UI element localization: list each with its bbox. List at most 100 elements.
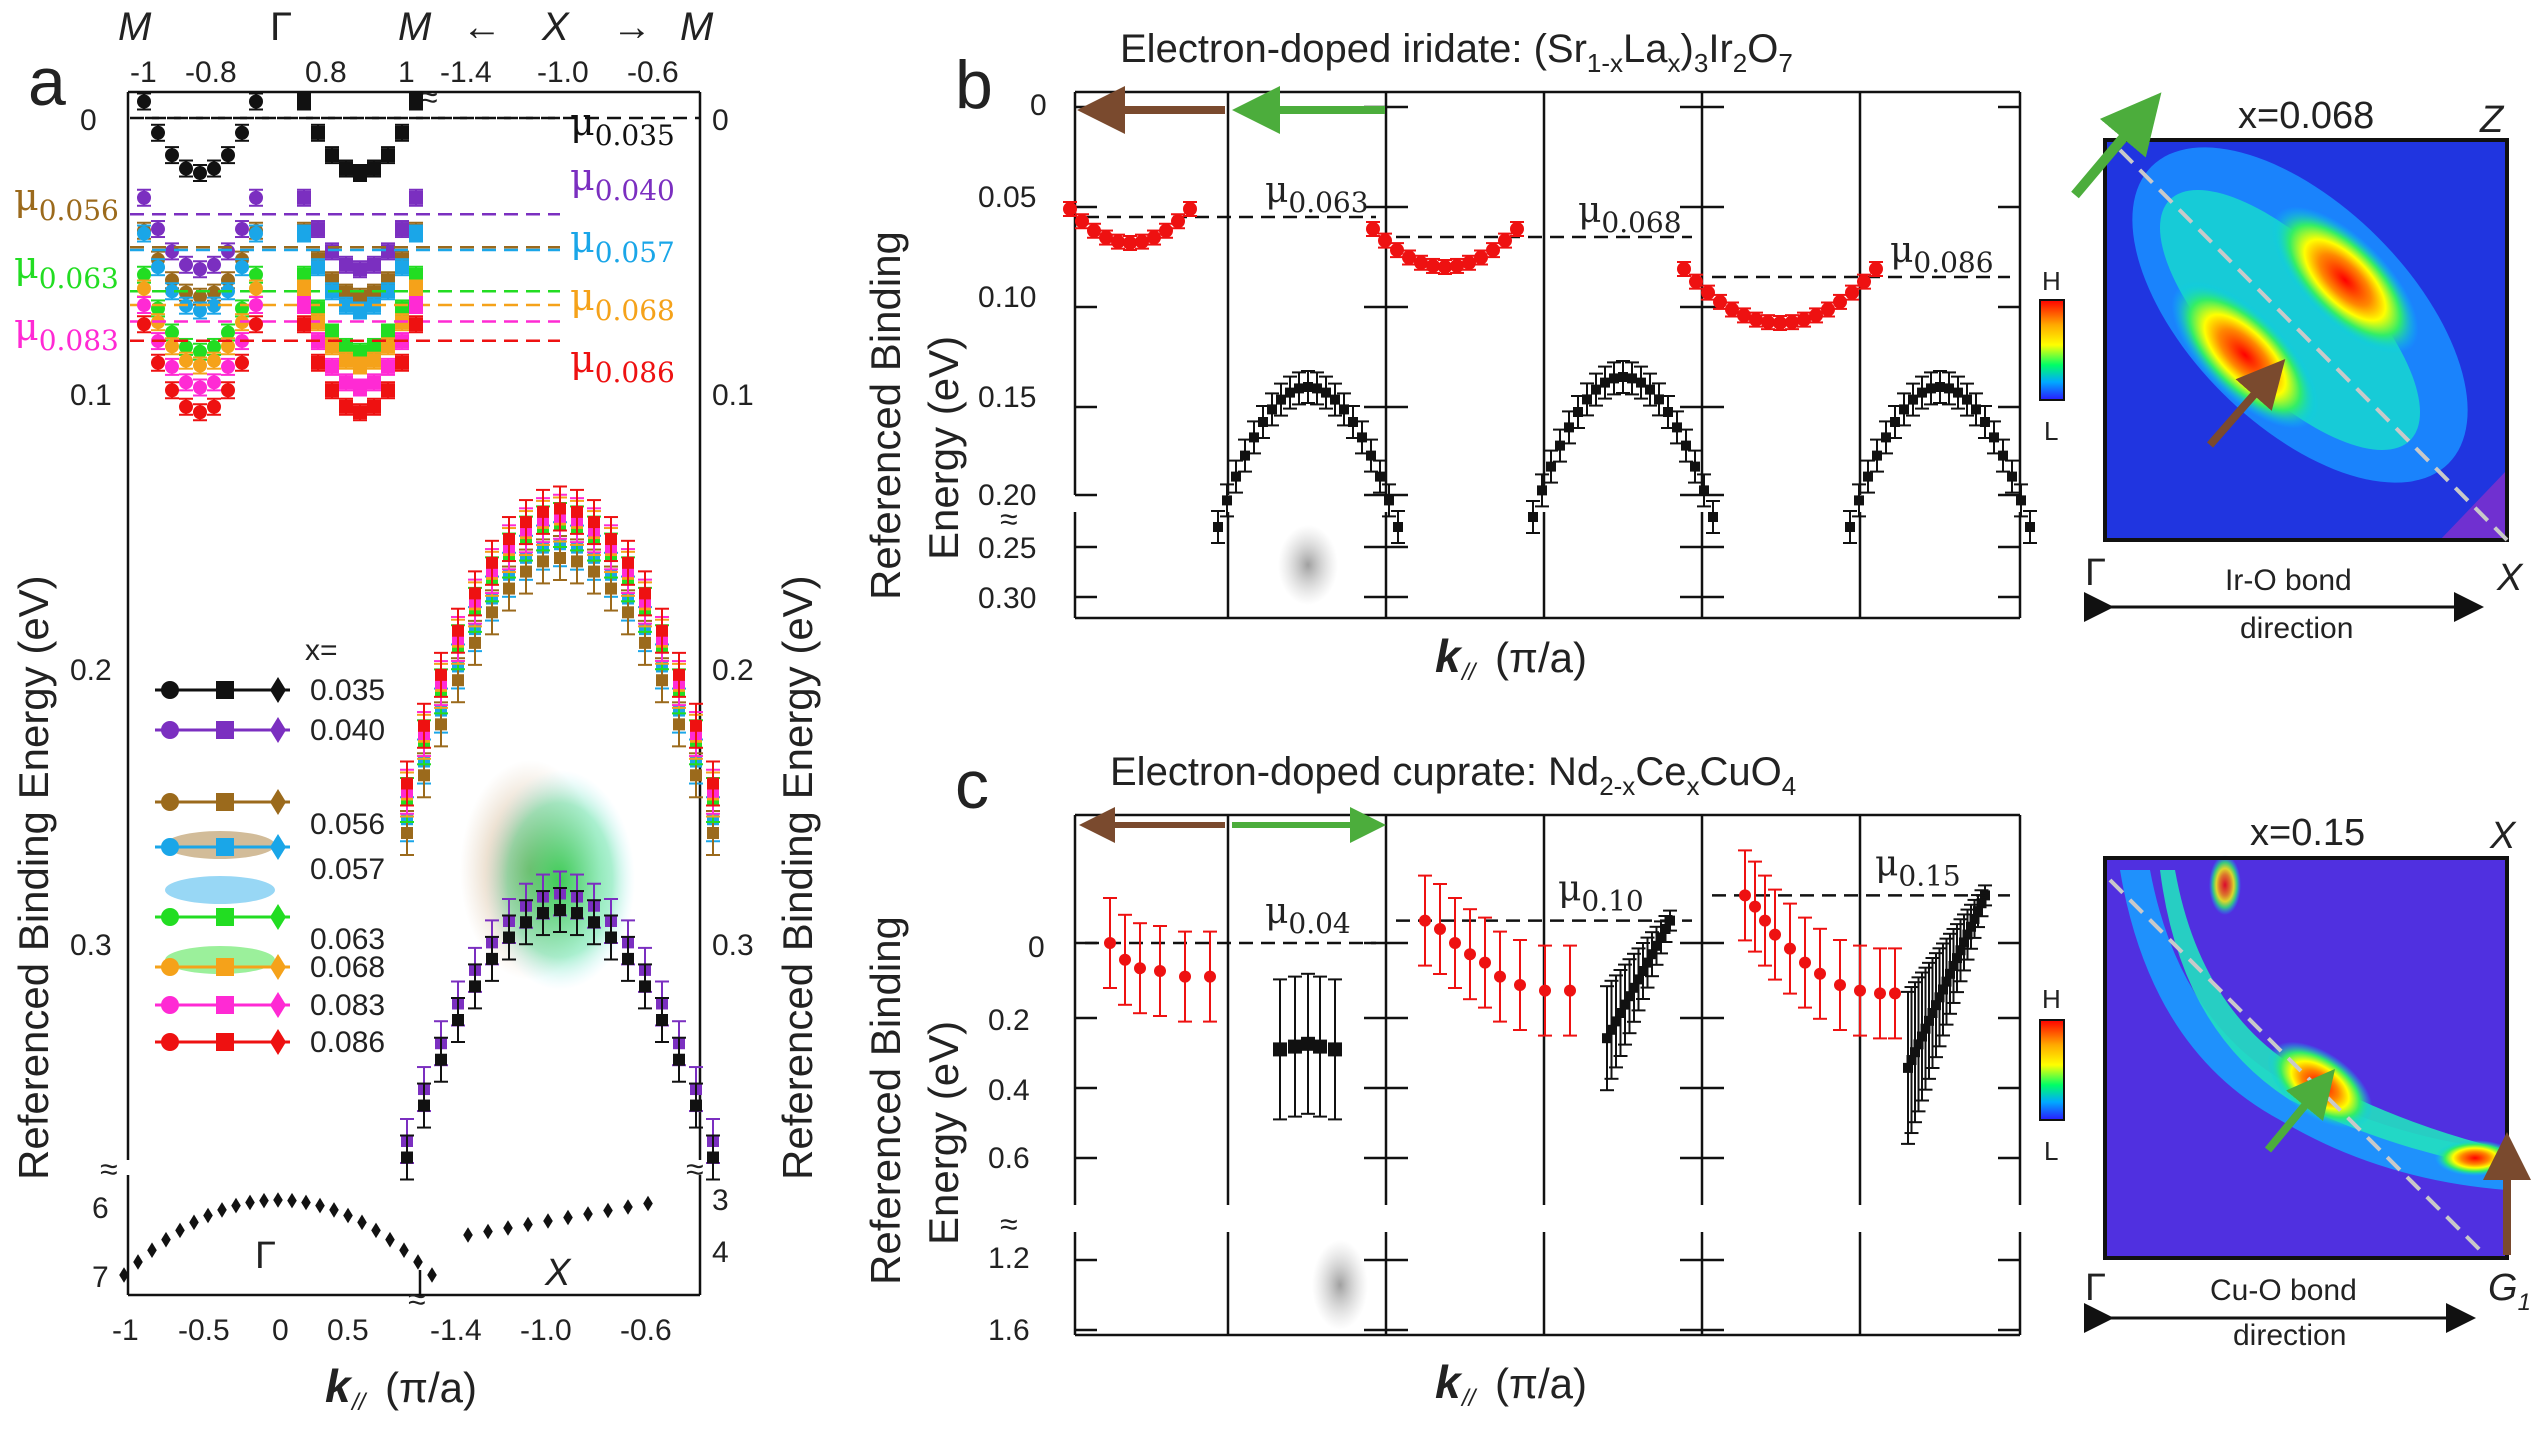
- data-point: [193, 405, 207, 420]
- data-point: [249, 267, 263, 282]
- data-point: [656, 624, 668, 637]
- data-point: [1464, 948, 1476, 961]
- data-point: [353, 358, 367, 373]
- data-point: [339, 285, 353, 300]
- data-point: [151, 222, 165, 237]
- data-point: [231, 1197, 241, 1214]
- data-point: [297, 281, 311, 296]
- data-point: [1123, 236, 1137, 250]
- data-point: [1434, 923, 1446, 935]
- data-point: [119, 1267, 129, 1283]
- data-point: [409, 281, 423, 296]
- data-point: [1966, 921, 1976, 932]
- data-point: [1339, 404, 1349, 415]
- data-point: [151, 125, 165, 140]
- data-point: [367, 285, 381, 300]
- data-point: [1814, 967, 1826, 980]
- data-point: [418, 1099, 430, 1112]
- data-point: [1402, 250, 1416, 265]
- data-point: [270, 834, 286, 860]
- data-point: [409, 267, 423, 282]
- y-tick-left: 0.1: [70, 379, 112, 412]
- data-point: [1591, 384, 1601, 395]
- data-point: [1962, 929, 1973, 940]
- data-point: [1989, 432, 1999, 443]
- data-point: [1099, 230, 1113, 245]
- y-tick-left-bottom: 6: [92, 1192, 109, 1225]
- data-point: [249, 190, 263, 205]
- data-point: [179, 161, 193, 176]
- top-label-x: X: [541, 5, 570, 49]
- data-point: [1681, 440, 1691, 451]
- data-point: [1872, 450, 1882, 461]
- data-point: [537, 555, 549, 568]
- c-ytick: 1.6: [988, 1314, 1030, 1347]
- data-point: [353, 289, 367, 304]
- data-point: [673, 1053, 685, 1066]
- data-point: [221, 325, 235, 340]
- data-point: [1854, 495, 1864, 506]
- c-blob: [1312, 1240, 1368, 1330]
- data-point: [2025, 522, 2035, 532]
- data-point: [270, 904, 286, 930]
- data-point: [469, 636, 481, 649]
- data-point: [1834, 979, 1846, 991]
- data-point: [1934, 992, 1945, 1003]
- mu-label-right: μ0.068: [570, 275, 675, 327]
- data-point: [207, 339, 221, 354]
- data-point: [1785, 315, 1799, 330]
- data-point: [1737, 308, 1751, 323]
- data-point: [1606, 1024, 1617, 1035]
- c-mu-label: μ0.10: [1558, 869, 1644, 918]
- c-ytick: 1.2: [988, 1242, 1030, 1275]
- data-point: [639, 587, 651, 600]
- data-point: [1183, 202, 1197, 216]
- data-point: [1971, 404, 1981, 415]
- top-label-gamma: Γ: [270, 5, 292, 49]
- data-point: [1689, 274, 1703, 289]
- data-point: [469, 587, 481, 600]
- xlabel-unit: (π/a): [385, 1364, 477, 1411]
- data-point: [1231, 471, 1241, 482]
- data-point: [1539, 984, 1551, 997]
- panel-c: c Electron-doped cuprate: Nd2-xCexCuO4 R…: [862, 747, 2531, 1412]
- top-arrow-right: →: [612, 5, 652, 49]
- data-point: [165, 284, 179, 299]
- c-mu-label: μ0.04: [1265, 891, 1351, 940]
- data-point: [235, 260, 249, 275]
- data-point: [1821, 302, 1835, 317]
- mu-label-right: μ0.086: [570, 337, 675, 389]
- data-point: [137, 281, 151, 296]
- mu-label-right: μ0.035: [570, 100, 675, 152]
- data-point: [1600, 377, 1610, 388]
- data-point: [1348, 417, 1358, 427]
- data-point: [249, 281, 263, 296]
- data-point: [395, 260, 409, 275]
- data-point: [1654, 394, 1664, 405]
- data-point: [588, 516, 600, 529]
- data-point: [1414, 255, 1428, 270]
- data-point: [133, 1254, 143, 1270]
- data-point: [193, 380, 207, 395]
- data-point: [1739, 889, 1751, 902]
- data-point: [409, 190, 423, 205]
- data-point: [395, 222, 409, 237]
- top-tick: -0.6: [627, 56, 679, 89]
- panel-c-letter: c: [955, 747, 989, 823]
- data-point: [189, 1214, 199, 1231]
- data-point: [1147, 230, 1161, 245]
- y-tick-right: 0.3: [712, 929, 754, 962]
- data-point: [325, 148, 339, 163]
- data-point: [435, 718, 447, 731]
- data-point: [216, 1033, 234, 1051]
- data-point: [151, 355, 165, 370]
- data-point: [1366, 222, 1380, 236]
- b-ytick: 0: [1030, 89, 1047, 122]
- data-point: [339, 353, 353, 368]
- data-point: [137, 317, 151, 332]
- data-point: [221, 339, 235, 354]
- data-point: [367, 257, 381, 272]
- bottom-tick: -0.6: [620, 1314, 672, 1347]
- data-point: [1672, 422, 1682, 433]
- data-point: [137, 267, 151, 282]
